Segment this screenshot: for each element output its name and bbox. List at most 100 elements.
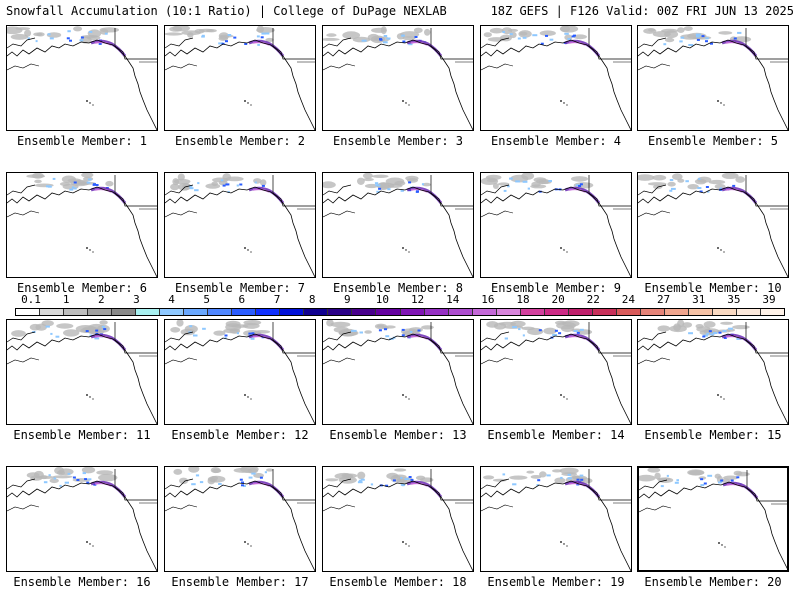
snow-area	[383, 41, 388, 43]
snow-area	[577, 332, 580, 334]
snow-area	[547, 474, 551, 476]
colorbar-swatch	[256, 309, 280, 315]
snow-area	[523, 181, 528, 183]
snow-area	[706, 186, 709, 188]
snow-area	[248, 333, 251, 335]
colorbar-tick-label: 0.1	[21, 294, 41, 306]
snow-area	[253, 178, 261, 184]
snow-area	[89, 31, 93, 33]
ensemble-map-panel[interactable]	[480, 25, 632, 131]
ensemble-map-panel[interactable]	[480, 466, 632, 572]
snow-area	[402, 41, 405, 43]
colorbar-swatch	[280, 309, 304, 315]
ensemble-map-panel[interactable]	[480, 319, 632, 425]
ensemble-map-panel[interactable]	[322, 172, 474, 278]
ensemble-map-panel[interactable]	[480, 172, 632, 278]
snow-area	[50, 37, 54, 39]
snow-area	[261, 36, 264, 38]
snow-area	[181, 30, 201, 35]
snow-area	[384, 328, 387, 330]
island	[92, 398, 93, 399]
snow-area	[56, 336, 60, 338]
border	[747, 470, 789, 501]
colorbar-tick-label: 31	[692, 294, 705, 306]
ensemble-map-panel[interactable]	[637, 466, 789, 572]
border	[431, 28, 473, 59]
snow-area	[732, 185, 735, 187]
island	[402, 541, 404, 543]
snow-area	[371, 28, 387, 33]
island	[560, 394, 562, 396]
snow-area	[580, 329, 584, 331]
ensemble-map-panel[interactable]	[637, 25, 789, 131]
coastline	[165, 211, 197, 217]
snow-area	[105, 33, 108, 35]
snow-area	[255, 182, 257, 184]
snow-area	[684, 26, 693, 31]
island	[86, 394, 88, 396]
snow-area	[675, 482, 679, 484]
ensemble-map-panel[interactable]	[164, 319, 316, 425]
snow-area	[512, 326, 517, 328]
colorbar-tick-label: 2	[98, 294, 105, 306]
colorbar-tick-label: 35	[727, 294, 740, 306]
ensemble-member-caption: Ensemble Member: 20	[634, 575, 792, 589]
snow-area	[509, 178, 513, 180]
snow-area	[200, 481, 203, 483]
island	[560, 541, 562, 543]
snow-area	[65, 482, 69, 484]
snow-area	[393, 475, 407, 479]
colorbar-swatch	[184, 309, 208, 315]
snow-area	[408, 181, 411, 183]
snow-area	[372, 175, 389, 178]
ensemble-map-panel[interactable]	[6, 466, 158, 572]
snow-area	[103, 328, 106, 330]
snow-area	[494, 323, 506, 330]
colorbar-labels: 0.1 1 2 3 4 5 6 7 8 9 10 12 14 16 18 20 22 24 27 31 35 39	[15, 294, 785, 306]
coastline	[323, 211, 355, 217]
coastline	[165, 505, 197, 511]
snow-area	[387, 188, 390, 190]
ensemble-map-panel[interactable]	[322, 466, 474, 572]
coastline	[165, 334, 315, 424]
border	[431, 469, 473, 500]
snow-area	[543, 328, 556, 335]
snow-area	[512, 483, 516, 485]
snow-area	[86, 482, 89, 484]
snow-area	[639, 475, 656, 482]
snow-area	[679, 40, 682, 42]
island	[720, 396, 721, 397]
model-run-label: 18Z GEFS | F126 Valid: 00Z FRI JUN 13 20…	[491, 4, 794, 18]
coastline	[638, 334, 788, 424]
colorbar-tick-label: 14	[446, 294, 459, 306]
snowfall-colorbar	[15, 308, 785, 316]
ensemble-map-panel[interactable]	[164, 172, 316, 278]
island	[86, 247, 88, 249]
ensemble-map-panel[interactable]	[164, 466, 316, 572]
island	[405, 543, 406, 544]
snow-area	[518, 30, 531, 38]
border	[431, 322, 473, 353]
snow-area	[48, 33, 51, 35]
ensemble-map-panel[interactable]	[6, 319, 158, 425]
ensemble-map-panel[interactable]	[322, 25, 474, 131]
ensemble-map-panel[interactable]	[6, 172, 158, 278]
colorbar-swatch	[617, 309, 641, 315]
snow-area	[67, 37, 70, 39]
snow-area	[728, 328, 733, 330]
colorbar-tick-label: 7	[274, 294, 281, 306]
colorbar-swatch	[713, 309, 737, 315]
colorbar-tick-label: 27	[657, 294, 670, 306]
coastline	[165, 38, 193, 48]
ensemble-map-panel[interactable]	[6, 25, 158, 131]
border	[431, 175, 473, 206]
snow-area	[53, 178, 56, 180]
colorbar-swatch	[136, 309, 160, 315]
ensemble-map-panel[interactable]	[164, 25, 316, 131]
ensemble-member-caption: Ensemble Member: 3	[319, 134, 477, 148]
ensemble-map-panel[interactable]	[637, 319, 789, 425]
snow-area	[46, 326, 50, 328]
snow-area	[165, 32, 183, 35]
ensemble-map-panel[interactable]	[637, 172, 789, 278]
ensemble-map-panel[interactable]	[322, 319, 474, 425]
